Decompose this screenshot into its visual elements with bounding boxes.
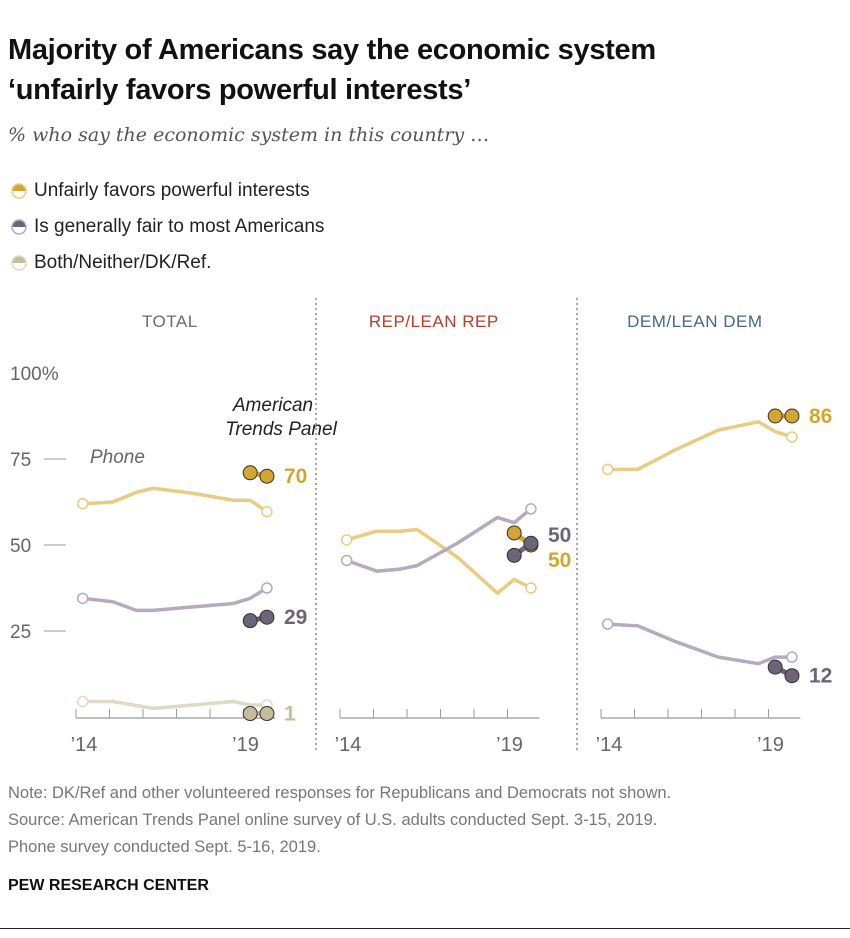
y-tick-label: 100% [10, 364, 59, 385]
panel-title: REP/LEAN REP [369, 312, 499, 331]
chart-svg: 100% 75 50 25 Phone American Trends Panel TOTAL… [10, 298, 832, 756]
atp-point-marker [259, 609, 275, 625]
phone-endpoint-marker [261, 505, 273, 518]
title-line-1: Majority of Americans say the economic s… [8, 34, 656, 66]
atp-point-marker [242, 465, 258, 481]
legend-item-unfairly: Unfairly favors powerful interests [10, 180, 310, 202]
source-text: Source: American Trends Panel online sur… [8, 811, 658, 829]
phone-series-line [82, 586, 268, 613]
phone-endpoint-marker [76, 592, 89, 605]
phone-annotation: Phone [90, 447, 145, 468]
chart-subtitle: % who say the economic system in this co… [8, 124, 490, 146]
data-label: 1 [284, 703, 296, 726]
atp-point-marker [784, 408, 800, 424]
phone-series-line [346, 507, 533, 573]
x-tick-label: ’19 [496, 734, 523, 756]
phone-series-line [607, 622, 792, 666]
phone-endpoint-marker [525, 582, 537, 594]
phone-series-line [346, 527, 532, 595]
x-tick-label: ’19 [757, 734, 784, 756]
half-circle-icon [11, 255, 27, 271]
atp-point-marker [242, 613, 258, 629]
atp-point-marker [523, 535, 539, 551]
atp-annotation-line1: American [232, 395, 313, 416]
phone-endpoint-marker [525, 503, 537, 515]
data-label: 86 [809, 405, 832, 428]
x-tick-label: ’14 [71, 734, 98, 756]
note-text: Note: DK/Ref and other volunteered respo… [8, 784, 672, 802]
atp-point-marker [767, 408, 783, 424]
panel-title: DEM/LEAN DEM [627, 312, 762, 331]
data-label: 12 [809, 665, 832, 688]
phone-endpoint-marker [786, 651, 798, 663]
phone-endpoint-marker [786, 431, 798, 443]
atp-point-marker [506, 547, 522, 563]
title-line-2: ‘unfairly favors powerful interests’ [8, 74, 471, 106]
data-label: 29 [284, 606, 307, 629]
phone-series-line [82, 699, 267, 711]
legend-label: Unfairly favors powerful interests [34, 180, 310, 201]
half-circle-icon [11, 219, 27, 235]
panel-title: TOTAL [142, 312, 198, 331]
bottom-rule [0, 928, 850, 929]
y-tick-label: 75 [10, 450, 31, 471]
phone-note-text: Phone survey conducted Sept. 5-16, 2019. [8, 838, 321, 856]
atp-point-marker [259, 468, 275, 484]
y-tick-label: 50 [10, 536, 31, 557]
y-tick-label: 25 [10, 622, 31, 643]
brand-text: PEW RESEARCH CENTER [8, 877, 209, 894]
data-label: 50 [548, 524, 571, 547]
atp-point-marker [242, 706, 258, 722]
phone-endpoint-marker [601, 463, 614, 476]
atp-annotation-line2: Trends Panel [225, 419, 337, 440]
data-label: 70 [284, 465, 307, 488]
x-tick-label: ’14 [335, 734, 362, 756]
atp-point-marker [767, 659, 783, 675]
phone-endpoint-marker [340, 534, 353, 546]
atp-point-marker [259, 706, 275, 722]
phone-endpoint-marker [261, 582, 273, 594]
legend-label: Is generally fair to most Americans [34, 216, 325, 237]
phone-endpoint-marker [601, 618, 614, 630]
phone-series-line [607, 420, 793, 472]
legend-item-both: Both/Neither/DK/Ref. [10, 252, 211, 274]
atp-point-marker [506, 525, 522, 541]
phone-series-line [82, 486, 268, 514]
data-label: 50 [548, 549, 571, 572]
legend-label: Both/Neither/DK/Ref. [34, 252, 212, 273]
x-tick-label: ’14 [596, 734, 623, 756]
x-tick-label: ’19 [232, 734, 259, 756]
legend-item-fair: Is generally fair to most Americans [10, 216, 324, 238]
phone-endpoint-marker [340, 554, 353, 567]
chart-title: Majority of Americans say the economic s… [8, 30, 656, 110]
phone-endpoint-marker [76, 497, 89, 510]
half-circle-icon [11, 183, 27, 199]
atp-point-marker [784, 668, 800, 684]
phone-endpoint-marker [76, 695, 89, 708]
